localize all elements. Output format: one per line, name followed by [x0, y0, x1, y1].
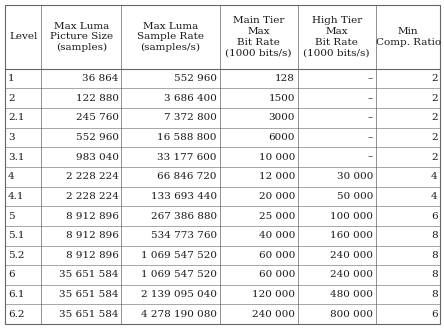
Text: 6.1: 6.1 — [8, 290, 24, 299]
Text: 480 000: 480 000 — [330, 290, 373, 299]
Text: 60 000: 60 000 — [258, 270, 295, 279]
Text: 2: 2 — [431, 74, 438, 83]
Text: 30 000: 30 000 — [337, 172, 373, 181]
Text: 3.1: 3.1 — [8, 153, 24, 162]
Text: 4: 4 — [431, 192, 438, 201]
Text: 1 069 547 520: 1 069 547 520 — [141, 270, 217, 279]
Text: 8 912 896: 8 912 896 — [66, 251, 119, 260]
Text: 800 000: 800 000 — [330, 310, 373, 319]
Text: 35 651 584: 35 651 584 — [59, 270, 119, 279]
Text: 35 651 584: 35 651 584 — [59, 290, 119, 299]
Text: 40 000: 40 000 — [258, 231, 295, 240]
Text: Min
Comp. Ratio: Min Comp. Ratio — [376, 27, 440, 47]
Text: Max Luma
Sample Rate
(samples/s): Max Luma Sample Rate (samples/s) — [137, 21, 204, 52]
Text: 50 000: 50 000 — [337, 192, 373, 201]
Text: 128: 128 — [275, 74, 295, 83]
Text: 5.2: 5.2 — [8, 251, 24, 260]
Text: High Tier
Max
Bit Rate
(1000 bits/s): High Tier Max Bit Rate (1000 bits/s) — [303, 16, 370, 58]
Text: 4.1: 4.1 — [8, 192, 24, 201]
Text: 133 693 440: 133 693 440 — [151, 192, 217, 201]
Text: 1500: 1500 — [269, 94, 295, 103]
Text: 60 000: 60 000 — [258, 251, 295, 260]
Text: 3: 3 — [8, 133, 15, 142]
Text: 6.2: 6.2 — [8, 310, 24, 319]
Text: 8: 8 — [431, 290, 438, 299]
Text: 2.1: 2.1 — [8, 114, 24, 122]
Text: –: – — [368, 114, 373, 122]
Text: 245 760: 245 760 — [75, 114, 119, 122]
Text: 6000: 6000 — [269, 133, 295, 142]
Text: 4 278 190 080: 4 278 190 080 — [141, 310, 217, 319]
Text: 2: 2 — [431, 114, 438, 122]
Text: 8: 8 — [431, 270, 438, 279]
Text: 8: 8 — [431, 231, 438, 240]
Text: 5: 5 — [8, 212, 15, 220]
Text: 5.1: 5.1 — [8, 231, 24, 240]
Text: 120 000: 120 000 — [252, 290, 295, 299]
Text: 552 960: 552 960 — [174, 74, 217, 83]
Text: 160 000: 160 000 — [330, 231, 373, 240]
Text: 6: 6 — [8, 270, 15, 279]
Text: 240 000: 240 000 — [330, 270, 373, 279]
Text: 2: 2 — [8, 94, 15, 103]
Text: 10 000: 10 000 — [258, 153, 295, 162]
Text: 7 372 800: 7 372 800 — [164, 114, 217, 122]
Text: 983 040: 983 040 — [75, 153, 119, 162]
Text: 25 000: 25 000 — [258, 212, 295, 220]
Text: 12 000: 12 000 — [258, 172, 295, 181]
Text: –: – — [368, 74, 373, 83]
Text: Level: Level — [9, 32, 37, 41]
Text: 2 139 095 040: 2 139 095 040 — [141, 290, 217, 299]
Text: 267 386 880: 267 386 880 — [151, 212, 217, 220]
Text: 2 228 224: 2 228 224 — [66, 172, 119, 181]
Text: 240 000: 240 000 — [252, 310, 295, 319]
Text: 534 773 760: 534 773 760 — [151, 231, 217, 240]
Text: 3000: 3000 — [269, 114, 295, 122]
Text: 6: 6 — [431, 310, 438, 319]
Text: 1 069 547 520: 1 069 547 520 — [141, 251, 217, 260]
Text: 4: 4 — [8, 172, 15, 181]
Text: 2: 2 — [431, 133, 438, 142]
Text: 8: 8 — [431, 251, 438, 260]
Text: 2: 2 — [431, 153, 438, 162]
Text: –: – — [368, 153, 373, 162]
Text: Main Tier
Max
Bit Rate
(1000 bits/s): Main Tier Max Bit Rate (1000 bits/s) — [226, 16, 292, 58]
Text: 240 000: 240 000 — [330, 251, 373, 260]
Text: 2 228 224: 2 228 224 — [66, 192, 119, 201]
Text: –: – — [368, 133, 373, 142]
Text: 552 960: 552 960 — [75, 133, 119, 142]
Text: 8 912 896: 8 912 896 — [66, 231, 119, 240]
Text: 66 846 720: 66 846 720 — [157, 172, 217, 181]
Text: 3 686 400: 3 686 400 — [164, 94, 217, 103]
Text: 20 000: 20 000 — [258, 192, 295, 201]
Text: 6: 6 — [431, 212, 438, 220]
Text: 2: 2 — [431, 94, 438, 103]
Text: 122 880: 122 880 — [75, 94, 119, 103]
Text: 100 000: 100 000 — [330, 212, 373, 220]
Text: 16 588 800: 16 588 800 — [157, 133, 217, 142]
Text: Max Luma
Picture Size
(samples): Max Luma Picture Size (samples) — [50, 21, 113, 52]
Text: 8 912 896: 8 912 896 — [66, 212, 119, 220]
Text: –: – — [368, 94, 373, 103]
Text: 4: 4 — [431, 172, 438, 181]
Text: 35 651 584: 35 651 584 — [59, 310, 119, 319]
Text: 33 177 600: 33 177 600 — [157, 153, 217, 162]
Text: 1: 1 — [8, 74, 15, 83]
Text: 36 864: 36 864 — [82, 74, 119, 83]
